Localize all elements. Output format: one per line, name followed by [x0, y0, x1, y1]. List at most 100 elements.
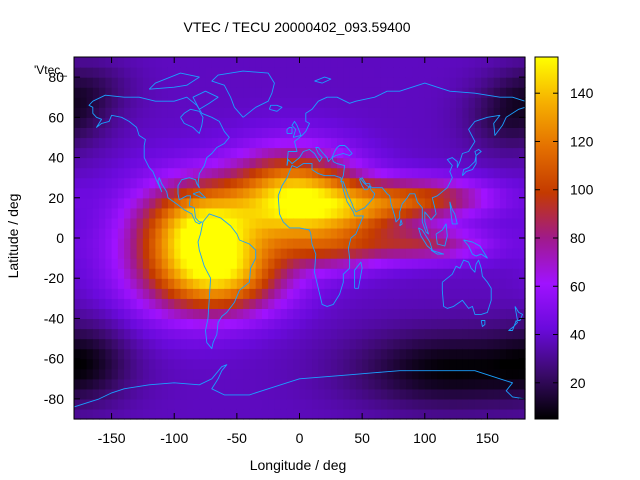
heatmap-cell [224, 378, 232, 390]
heatmap-cell [305, 67, 313, 78]
heatmap-cell [362, 248, 369, 259]
heatmap-cell [124, 248, 131, 259]
heatmap-cell [305, 217, 313, 229]
heatmap-cell [506, 378, 514, 390]
heatmap-cell [324, 288, 332, 299]
heatmap-cell [218, 238, 225, 249]
heatmap-cell [424, 117, 432, 128]
heatmap-cell [349, 348, 357, 360]
heatmap-cell [499, 107, 507, 118]
heatmap-cell [449, 77, 457, 88]
heatmap-cell [393, 318, 401, 330]
heatmap-cell [92, 358, 100, 370]
heatmap-cell [481, 127, 489, 139]
heatmap-cell [437, 197, 445, 209]
heatmap-cell [99, 147, 106, 159]
heatmap-cell [167, 398, 175, 410]
heatmap-cell [236, 77, 244, 88]
heatmap-cell [74, 368, 81, 380]
heatmap-cell [393, 258, 401, 269]
heatmap-cell [449, 368, 457, 380]
heatmap-cell [418, 378, 426, 390]
heatmap-cell [299, 177, 307, 189]
heatmap-cell [230, 408, 238, 420]
heatmap-cell [199, 308, 207, 320]
heatmap-cell [399, 238, 407, 249]
heatmap-cell [92, 147, 100, 159]
colorbar-tick-label: 140 [570, 85, 594, 101]
heatmap-cell [255, 308, 263, 320]
heatmap-cell [99, 348, 106, 360]
heatmap-cell [230, 358, 238, 370]
heatmap-cell [368, 308, 376, 320]
heatmap-cell [105, 408, 113, 420]
heatmap-cell [493, 338, 501, 350]
heatmap-cell [337, 207, 344, 219]
heatmap-cell [180, 368, 188, 380]
heatmap-cell [387, 378, 395, 390]
heatmap-cell [186, 328, 194, 340]
heatmap-cell [374, 318, 382, 330]
heatmap-cell [286, 167, 294, 179]
heatmap-cell [412, 348, 420, 360]
heatmap-cell [268, 308, 276, 320]
heatmap-cell [468, 378, 476, 390]
heatmap-cell [205, 67, 213, 78]
heatmap-cell [255, 137, 263, 149]
heatmap-cell [167, 187, 175, 199]
heatmap-cell [130, 378, 138, 390]
heatmap-cell [111, 127, 119, 139]
heatmap-cell [167, 288, 175, 299]
heatmap-cell [111, 328, 119, 340]
heatmap-cell [255, 398, 263, 410]
heatmap-cell [405, 157, 413, 169]
heatmap-cell [481, 77, 489, 88]
heatmap-cell [199, 238, 207, 249]
heatmap-cell [431, 328, 438, 340]
heatmap-cell [487, 238, 495, 249]
heatmap-cell [130, 97, 138, 108]
heatmap-cell [117, 248, 125, 259]
heatmap-cell [312, 57, 319, 68]
heatmap-cell [299, 107, 307, 118]
heatmap-cell [130, 318, 138, 330]
heatmap-cell [149, 388, 157, 400]
heatmap-cell [211, 137, 219, 149]
coastline-iceland [268, 104, 283, 112]
heatmap-cell [243, 288, 250, 299]
heatmap-cell [424, 298, 432, 309]
coastline-eurasia [286, 82, 526, 166]
heatmap-cell [92, 127, 100, 139]
heatmap-cell [437, 358, 445, 370]
heatmap-cell [405, 97, 413, 108]
heatmap-cell [167, 127, 175, 139]
heatmap-cell [255, 77, 263, 88]
heatmap-cell [456, 268, 463, 279]
heatmap-cell [305, 117, 313, 128]
heatmap-cell [167, 348, 175, 360]
heatmap-cell [236, 238, 244, 249]
heatmap-cell [405, 177, 413, 189]
heatmap-cell [174, 278, 182, 289]
heatmap-cell [474, 288, 482, 299]
heatmap-cell [86, 217, 94, 229]
heatmap-cell [74, 378, 81, 390]
heatmap-cell [80, 207, 88, 219]
heatmap-cell [330, 368, 338, 380]
heatmap-cell [468, 57, 476, 68]
heatmap-cell [274, 167, 282, 179]
heatmap-cell [243, 67, 250, 78]
heatmap-cell [74, 268, 81, 279]
heatmap-cell [230, 217, 238, 229]
heatmap-cell [343, 87, 351, 98]
heatmap-cell [299, 248, 307, 259]
heatmap-cell [506, 117, 514, 128]
heatmap-cell [167, 97, 175, 108]
heatmap-cell [318, 318, 326, 330]
heatmap-cell [99, 238, 106, 249]
heatmap-cell [330, 258, 338, 269]
heatmap-cell [399, 368, 407, 380]
heatmap-cell [355, 57, 363, 68]
heatmap-cell [99, 207, 106, 219]
heatmap-cell [424, 348, 432, 360]
